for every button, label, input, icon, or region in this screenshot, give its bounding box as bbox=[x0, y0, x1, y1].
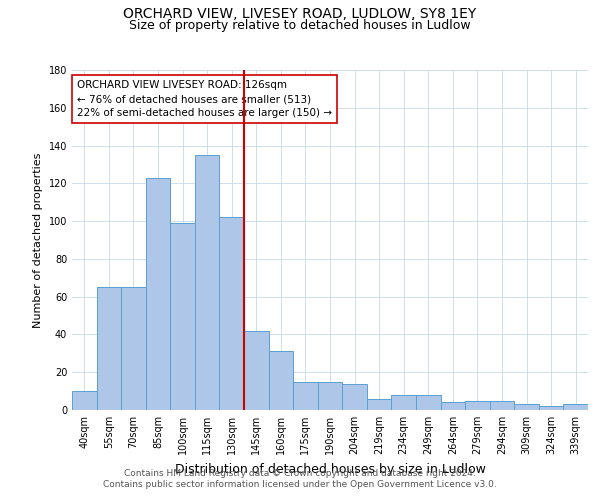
Bar bbox=[293, 382, 318, 410]
Bar bbox=[72, 391, 97, 410]
Bar bbox=[539, 406, 563, 410]
Bar bbox=[195, 155, 220, 410]
Bar bbox=[514, 404, 539, 410]
Bar bbox=[391, 395, 416, 410]
Bar bbox=[342, 384, 367, 410]
Bar bbox=[170, 223, 195, 410]
Bar bbox=[244, 330, 269, 410]
Text: ORCHARD VIEW LIVESEY ROAD: 126sqm
← 76% of detached houses are smaller (513)
22%: ORCHARD VIEW LIVESEY ROAD: 126sqm ← 76% … bbox=[77, 80, 332, 118]
Bar bbox=[97, 287, 121, 410]
Bar bbox=[367, 398, 391, 410]
Y-axis label: Number of detached properties: Number of detached properties bbox=[33, 152, 43, 328]
Bar bbox=[465, 400, 490, 410]
Bar bbox=[440, 402, 465, 410]
Bar bbox=[490, 400, 514, 410]
X-axis label: Distribution of detached houses by size in Ludlow: Distribution of detached houses by size … bbox=[175, 462, 485, 475]
Bar bbox=[146, 178, 170, 410]
Text: Contains public sector information licensed under the Open Government Licence v3: Contains public sector information licen… bbox=[103, 480, 497, 489]
Bar bbox=[269, 352, 293, 410]
Bar bbox=[416, 395, 440, 410]
Bar bbox=[220, 218, 244, 410]
Text: Contains HM Land Registry data © Crown copyright and database right 2024.: Contains HM Land Registry data © Crown c… bbox=[124, 468, 476, 477]
Text: ORCHARD VIEW, LIVESEY ROAD, LUDLOW, SY8 1EY: ORCHARD VIEW, LIVESEY ROAD, LUDLOW, SY8 … bbox=[124, 8, 476, 22]
Text: Size of property relative to detached houses in Ludlow: Size of property relative to detached ho… bbox=[129, 19, 471, 32]
Bar bbox=[121, 287, 146, 410]
Bar bbox=[318, 382, 342, 410]
Bar bbox=[563, 404, 588, 410]
